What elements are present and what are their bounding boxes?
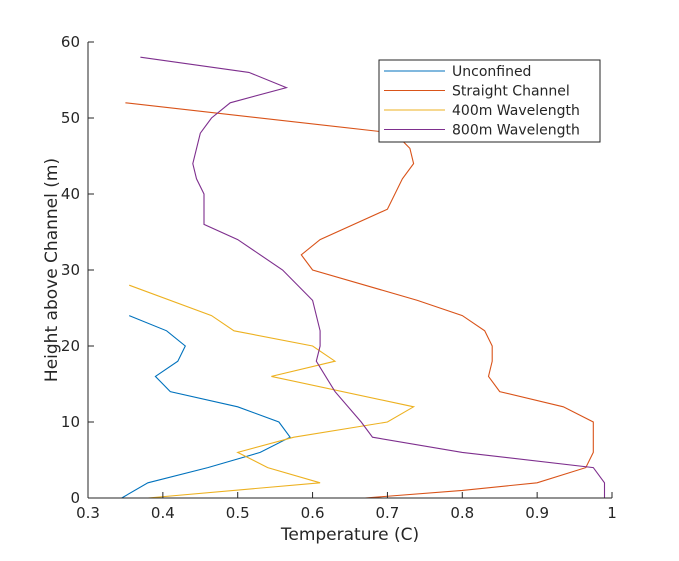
x-axis-label: Temperature (C) (280, 525, 419, 545)
legend-label-2: 400m Wavelength (452, 103, 580, 119)
x-tick-label: 0.5 (226, 504, 250, 522)
y-tick-label: 60 (61, 33, 80, 51)
x-tick-label: 0.6 (301, 504, 325, 522)
legend-label-3: 800m Wavelength (452, 123, 580, 139)
legend-label-1: Straight Channel (452, 84, 570, 100)
y-axis-label: Height above Channel (m) (42, 158, 62, 382)
legend: Unconfined Straight Channel 400m Wavelengt… (378, 59, 601, 143)
axes (87, 41, 613, 499)
x-tick-label: 1 (607, 504, 617, 522)
x-tick-label: 0.9 (525, 504, 549, 522)
legend-box (378, 59, 601, 143)
x-tick-label: 0.3 (76, 504, 100, 522)
series-line-2 (129, 284, 416, 499)
y-tick-label: 30 (61, 261, 80, 279)
y-tick-label: 50 (61, 109, 80, 127)
x-tick-label: 0.8 (450, 504, 474, 522)
legend-label-0: Unconfined (452, 64, 531, 80)
series-lines (121, 56, 606, 499)
series-line-1 (125, 102, 594, 499)
y-tick-label: 40 (61, 185, 80, 203)
x-tick-label: 0.4 (151, 504, 175, 522)
series-line-0 (121, 315, 291, 499)
y-tick-label: 10 (61, 413, 80, 431)
series-line-3 (140, 56, 606, 498)
y-tick-label: 0 (70, 489, 80, 507)
y-tick-label: 20 (61, 337, 80, 355)
x-tick-label: 0.7 (375, 504, 399, 522)
